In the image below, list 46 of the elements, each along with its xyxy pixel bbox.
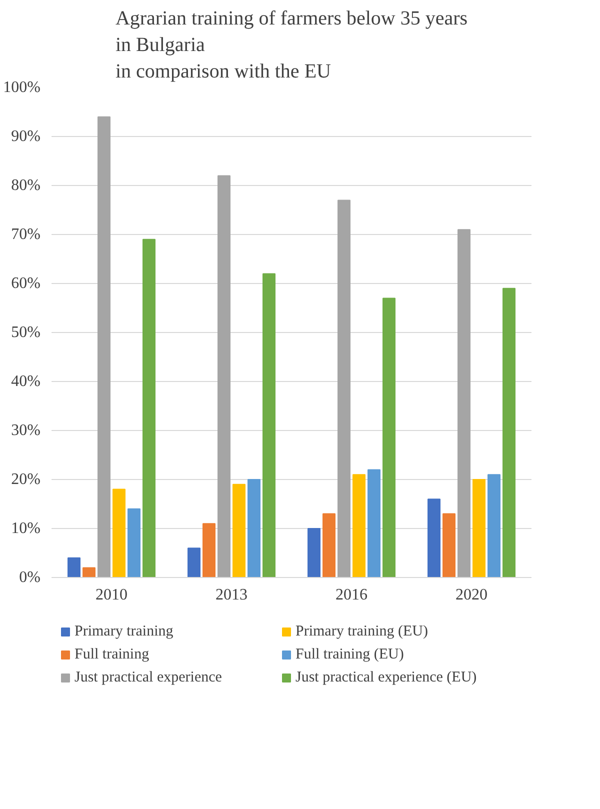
- bar: [352, 474, 366, 578]
- bar: [142, 238, 156, 578]
- legend-label: Primary training: [74, 623, 174, 640]
- x-tick-label: 2016: [336, 586, 368, 604]
- bar: [308, 528, 320, 578]
- x-tick-label: 2013: [216, 586, 248, 604]
- bar: [368, 469, 380, 578]
- legend-label: Full training: [74, 646, 150, 663]
- y-tick-label: 50%: [11, 324, 40, 341]
- y-tick-label: 30%: [11, 422, 40, 439]
- bar: [472, 479, 486, 578]
- y-tick-label: 60%: [11, 275, 40, 292]
- y-tick-label: 0%: [19, 569, 40, 586]
- bar: [128, 508, 140, 578]
- bar: [202, 523, 216, 578]
- bar: [112, 488, 126, 578]
- bar: [338, 200, 350, 578]
- bar: [382, 298, 396, 578]
- y-tick-label: 90%: [11, 128, 40, 145]
- y-tick-label: 80%: [11, 177, 40, 194]
- legend-label: Just practical experience: [74, 669, 223, 686]
- bar: [488, 474, 500, 578]
- y-tick-label: 20%: [11, 471, 40, 488]
- bar: [262, 273, 276, 578]
- chart-title: Agrarian training of farmers below 35 years in Bulgaria in comparison with the EU: [115, 8, 468, 82]
- y-tick-label: 10%: [11, 520, 40, 537]
- bar: [442, 513, 456, 578]
- legend-label: Just practical experience (EU): [296, 669, 478, 686]
- bar: [218, 175, 230, 578]
- y-tick-label: 100%: [3, 79, 40, 96]
- y-tick-label: 40%: [11, 373, 40, 390]
- bar: [232, 484, 246, 578]
- bar: [248, 479, 260, 578]
- bar: [322, 513, 336, 578]
- bar: [98, 116, 110, 578]
- bar: [82, 567, 96, 578]
- bar: [428, 498, 440, 578]
- bar: [502, 288, 516, 578]
- x-tick-label: 2010: [96, 586, 128, 604]
- legend-label: Full training (EU): [296, 646, 405, 663]
- y-tick-label: 70%: [11, 226, 40, 243]
- bar: [68, 557, 80, 578]
- bar: [188, 548, 200, 578]
- x-tick-label: 2020: [456, 586, 488, 604]
- legend-label: Primary training (EU): [296, 623, 429, 640]
- bar: [458, 229, 470, 578]
